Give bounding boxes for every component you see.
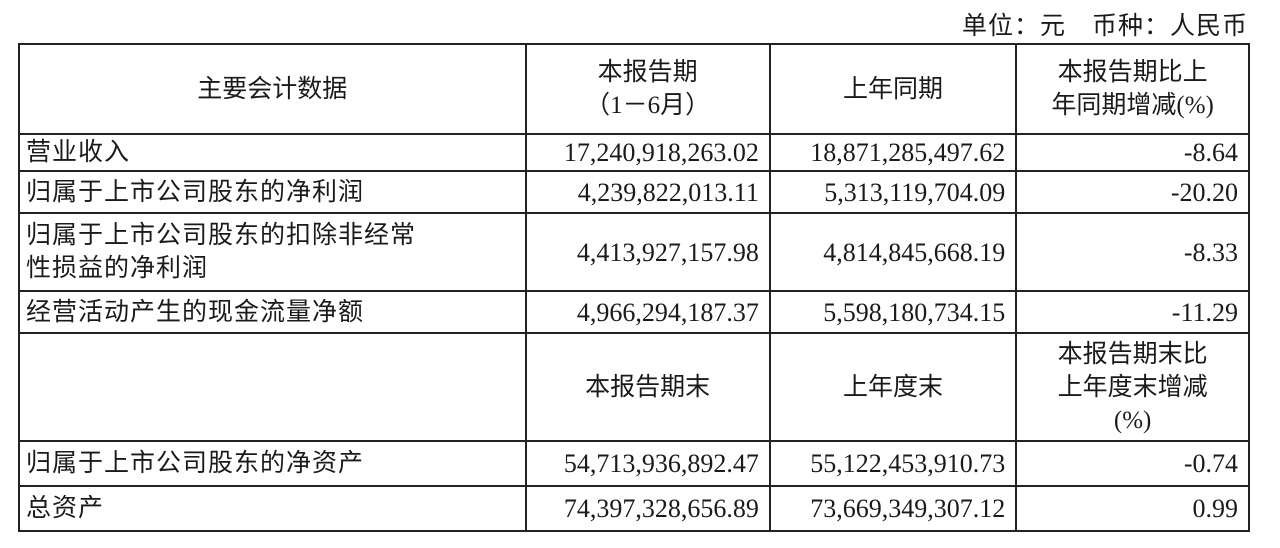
prior-value: 4,814,845,668.19 [768, 212, 1018, 292]
header2-change-line3: (%) [1113, 406, 1152, 434]
row-label: 总资产 [18, 485, 527, 532]
header2-change: 本报告期末比 上年度末增减 (%) [1015, 332, 1250, 442]
header-change-line2: 年同期增减(%) [1051, 92, 1214, 119]
header-current-period: 本报告期 （1－6月） [524, 43, 771, 135]
header2-empty [18, 332, 527, 442]
row-label-line1: 归属于上市公司股东的扣除非经常 [26, 222, 417, 249]
header2-period-end: 本报告期末 [524, 332, 771, 442]
table-row: 归属于上市公司股东的扣除非经常 性损益的净利润 4,413,927,157.98 … [18, 212, 1250, 292]
change-value: -20.20 [1015, 170, 1250, 214]
prior-value: 18,871,285,497.62 [768, 133, 1018, 172]
header2-prior-year-end: 上年度末 [768, 332, 1018, 442]
header-current-line2: （1－6月） [585, 92, 711, 119]
row-label: 归属于上市公司股东的净资产 [18, 440, 527, 487]
row-label: 归属于上市公司股东的净利润 [18, 170, 527, 214]
header-main-data: 主要会计数据 [18, 43, 527, 135]
header2-change-line1: 本报告期末比 [1057, 340, 1208, 368]
table-row: 总资产 74,397,328,656.89 73,669,349,307.12 … [18, 485, 1250, 532]
header-change-line1: 本报告期比上 [1057, 59, 1208, 86]
header-current-line1: 本报告期 [597, 59, 698, 86]
current-value: 74,397,328,656.89 [524, 485, 771, 532]
prior-value: 55,122,453,910.73 [768, 440, 1018, 487]
prior-value: 5,313,119,704.09 [768, 170, 1018, 214]
current-value: 17,240,918,263.02 [524, 133, 771, 172]
change-value: 0.99 [1015, 485, 1250, 532]
row-label-line2: 性损益的净利润 [26, 255, 209, 282]
table-row: 归属于上市公司股东的净资产 54,713,936,892.47 55,122,4… [18, 440, 1250, 487]
header-prior-period: 上年同期 [768, 43, 1018, 135]
header-row: 主要会计数据 本报告期 （1－6月） 上年同期 本报告期比上 年同期增减(%) [18, 43, 1250, 135]
row-label: 经营活动产生的现金流量净额 [18, 290, 527, 334]
change-value: -8.33 [1015, 212, 1250, 292]
change-value: -0.74 [1015, 440, 1250, 487]
header-change: 本报告期比上 年同期增减(%) [1015, 43, 1250, 135]
current-value: 4,413,927,157.98 [524, 212, 771, 292]
table-row: 营业收入 17,240,918,263.02 18,871,285,497.62… [18, 133, 1250, 172]
table-row: 经营活动产生的现金流量净额 4,966,294,187.37 5,598,180… [18, 290, 1250, 334]
unit-note: 单位：元 币种：人民币 [961, 13, 1248, 40]
row-label: 归属于上市公司股东的扣除非经常 性损益的净利润 [18, 212, 527, 292]
prior-value: 73,669,349,307.12 [768, 485, 1018, 532]
header2-change-line2: 上年度末增减 [1057, 373, 1208, 401]
current-value: 4,966,294,187.37 [524, 290, 771, 334]
table-row: 归属于上市公司股东的净利润 4,239,822,013.11 5,313,119… [18, 170, 1250, 214]
current-value: 54,713,936,892.47 [524, 440, 771, 487]
change-value: -8.64 [1015, 133, 1250, 172]
row-label: 营业收入 [18, 133, 527, 172]
header-row-2: 本报告期末 上年度末 本报告期末比 上年度末增减 (%) [18, 332, 1250, 442]
current-value: 4,239,822,013.11 [524, 170, 771, 214]
change-value: -11.29 [1015, 290, 1250, 334]
prior-value: 5,598,180,734.15 [768, 290, 1018, 334]
accounting-data-table: 主要会计数据 本报告期 （1－6月） 上年同期 本报告期比上 年同期增减(%) 营业… [18, 43, 1250, 532]
